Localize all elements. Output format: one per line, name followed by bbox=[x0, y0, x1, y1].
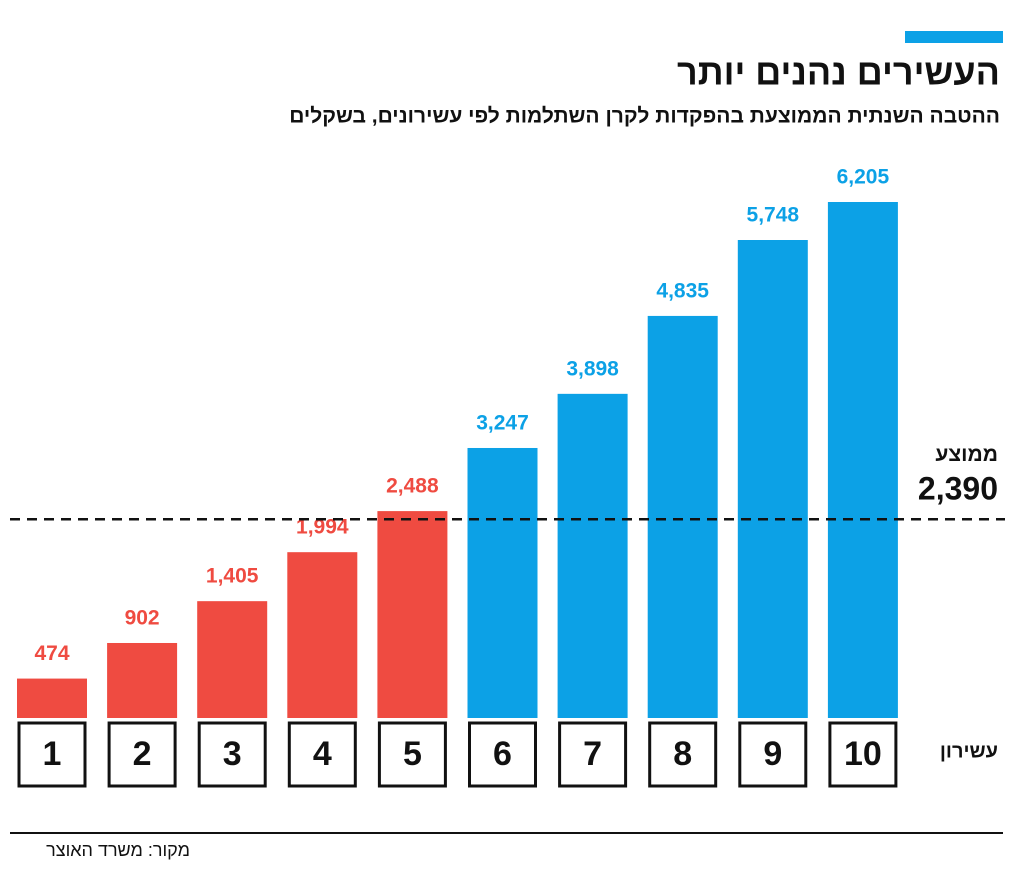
x-tick-label: 10 bbox=[844, 735, 882, 773]
bar bbox=[287, 552, 358, 718]
category-box bbox=[738, 721, 808, 788]
value-label: 5,748 bbox=[747, 204, 800, 227]
bar bbox=[827, 202, 898, 718]
category-box bbox=[107, 721, 177, 788]
bar bbox=[737, 240, 808, 718]
category-box bbox=[468, 721, 537, 788]
category-box bbox=[197, 721, 267, 788]
value-label: 474 bbox=[34, 642, 69, 665]
accent-bar bbox=[905, 31, 1003, 43]
bar bbox=[557, 393, 628, 718]
x-tick-label: 3 bbox=[223, 735, 242, 773]
category-box bbox=[377, 721, 447, 788]
average-label: ממוצע bbox=[935, 443, 998, 466]
bar bbox=[467, 447, 538, 718]
category-box bbox=[287, 721, 357, 788]
value-label: 3,247 bbox=[476, 412, 529, 435]
x-tick-label: 8 bbox=[673, 735, 692, 773]
value-label: 2,488 bbox=[386, 475, 439, 498]
x-tick-label: 1 bbox=[43, 735, 62, 773]
x-tick-label: 6 bbox=[493, 735, 512, 773]
bar bbox=[107, 642, 178, 718]
chart-title: העשירים נהנים יותר bbox=[677, 52, 1000, 93]
value-label: 4,835 bbox=[656, 279, 709, 302]
source: מקור: משרד האוצר bbox=[46, 840, 190, 860]
category-box bbox=[17, 721, 87, 788]
x-tick-label: 9 bbox=[763, 735, 782, 773]
value-label: 3,898 bbox=[566, 357, 619, 380]
x-tick-label: 2 bbox=[133, 735, 152, 773]
average-value-label: 2,390 bbox=[918, 471, 998, 507]
x-tick-label: 7 bbox=[583, 735, 602, 773]
category-box bbox=[828, 721, 898, 788]
x-tick-label: 5 bbox=[403, 735, 422, 773]
category-box bbox=[558, 721, 628, 788]
x-axis-label: עשירון bbox=[940, 740, 998, 762]
chart-subtitle: ההטבה השנתית הממוצעת בהפקדות לקרן השתלמו… bbox=[289, 105, 1000, 128]
value-label: 1,994 bbox=[296, 516, 349, 539]
bar bbox=[647, 315, 718, 718]
bar bbox=[377, 511, 448, 718]
value-label: 6,205 bbox=[837, 166, 890, 189]
value-label: 1,405 bbox=[206, 565, 259, 588]
x-tick-label: 4 bbox=[313, 735, 332, 773]
bar bbox=[197, 601, 268, 718]
category-box bbox=[648, 721, 718, 788]
value-label: 902 bbox=[125, 607, 160, 630]
bar bbox=[17, 678, 87, 718]
